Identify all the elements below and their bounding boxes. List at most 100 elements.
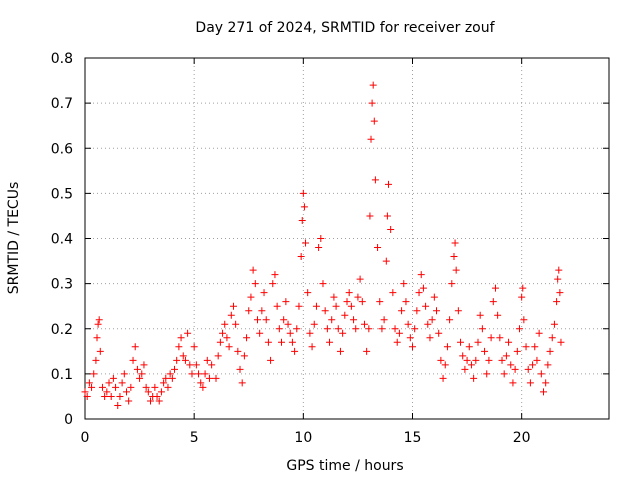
data-point bbox=[417, 271, 425, 279]
data-point bbox=[227, 311, 235, 319]
data-point bbox=[197, 379, 205, 387]
data-point bbox=[216, 338, 224, 346]
data-point bbox=[540, 388, 547, 396]
data-point bbox=[513, 347, 521, 355]
data-point bbox=[393, 338, 401, 346]
data-point bbox=[336, 347, 344, 355]
data-point bbox=[247, 293, 255, 301]
data-point bbox=[489, 298, 497, 306]
data-point bbox=[94, 320, 102, 328]
data-point bbox=[515, 325, 523, 333]
data-point bbox=[465, 343, 473, 351]
x-axis-label: GPS time / hours bbox=[286, 458, 403, 474]
data-point bbox=[330, 293, 338, 301]
data-point bbox=[384, 180, 392, 188]
y-tick-label: 0.7 bbox=[51, 96, 73, 112]
x-tick-label: 5 bbox=[190, 430, 199, 446]
data-point bbox=[459, 352, 467, 360]
data-point bbox=[334, 325, 342, 333]
data-point bbox=[90, 370, 98, 378]
data-point bbox=[238, 379, 246, 387]
x-tick-label: 0 bbox=[81, 430, 90, 446]
data-point bbox=[371, 176, 379, 184]
data-point bbox=[223, 334, 231, 342]
data-point bbox=[120, 370, 128, 378]
data-point bbox=[295, 302, 303, 310]
data-point bbox=[208, 361, 216, 369]
data-point bbox=[487, 334, 495, 342]
data-point bbox=[537, 370, 545, 378]
data-point bbox=[264, 338, 272, 346]
data-point bbox=[103, 388, 111, 396]
data-point bbox=[302, 239, 310, 247]
data-point bbox=[164, 383, 172, 391]
data-point bbox=[271, 271, 279, 279]
data-point bbox=[443, 343, 451, 351]
data-point bbox=[341, 311, 349, 319]
data-point bbox=[352, 325, 360, 333]
data-point bbox=[88, 383, 96, 391]
data-point bbox=[496, 334, 504, 342]
data-point bbox=[166, 370, 174, 378]
y-tick-label: 0.1 bbox=[51, 367, 73, 383]
data-point bbox=[151, 383, 159, 391]
data-point bbox=[391, 325, 399, 333]
data-point bbox=[363, 347, 371, 355]
data-point bbox=[155, 397, 163, 405]
data-point bbox=[345, 289, 353, 297]
y-tick-label: 0 bbox=[64, 412, 73, 428]
data-point bbox=[467, 361, 475, 369]
data-point bbox=[243, 334, 251, 342]
data-point bbox=[491, 284, 499, 292]
data-point bbox=[236, 365, 244, 373]
data-point bbox=[369, 81, 377, 89]
data-point bbox=[395, 329, 403, 337]
data-point bbox=[406, 334, 414, 342]
data-point bbox=[177, 334, 185, 342]
data-point bbox=[531, 343, 539, 351]
y-tick-label: 0.2 bbox=[51, 322, 73, 338]
data-point bbox=[310, 320, 318, 328]
data-point bbox=[140, 361, 148, 369]
data-point bbox=[452, 266, 460, 274]
data-point bbox=[454, 307, 462, 315]
data-point bbox=[245, 307, 253, 315]
x-tick-label: 20 bbox=[513, 430, 531, 446]
data-point bbox=[526, 379, 534, 387]
data-point bbox=[380, 316, 388, 324]
data-point bbox=[144, 388, 152, 396]
data-point bbox=[168, 374, 176, 382]
data-point bbox=[426, 334, 434, 342]
data-point bbox=[315, 244, 323, 252]
y-axis-label: SRMTID / TECUs bbox=[6, 182, 22, 295]
data-point bbox=[249, 266, 257, 274]
data-point bbox=[419, 284, 427, 292]
data-point bbox=[81, 388, 89, 396]
data-point bbox=[101, 392, 109, 400]
data-point bbox=[122, 388, 130, 396]
data-point bbox=[439, 374, 447, 382]
data-point bbox=[476, 311, 484, 319]
data-point bbox=[234, 347, 242, 355]
data-point bbox=[258, 307, 266, 315]
data-point bbox=[269, 280, 277, 288]
data-point bbox=[195, 370, 203, 378]
data-point bbox=[533, 356, 541, 364]
data-point bbox=[437, 356, 445, 364]
data-point bbox=[219, 329, 227, 337]
data-point bbox=[422, 302, 430, 310]
data-point bbox=[131, 343, 139, 351]
data-point bbox=[240, 352, 248, 360]
data-point bbox=[409, 343, 416, 351]
data-point bbox=[366, 212, 374, 220]
data-point bbox=[441, 361, 449, 369]
y-tick-label: 0.5 bbox=[51, 186, 73, 202]
data-point bbox=[354, 293, 362, 301]
data-point bbox=[398, 307, 406, 315]
data-point bbox=[267, 356, 275, 364]
data-point bbox=[383, 212, 391, 220]
data-point bbox=[96, 347, 104, 355]
data-point bbox=[347, 302, 355, 310]
data-point bbox=[153, 392, 161, 400]
data-point bbox=[262, 316, 270, 324]
